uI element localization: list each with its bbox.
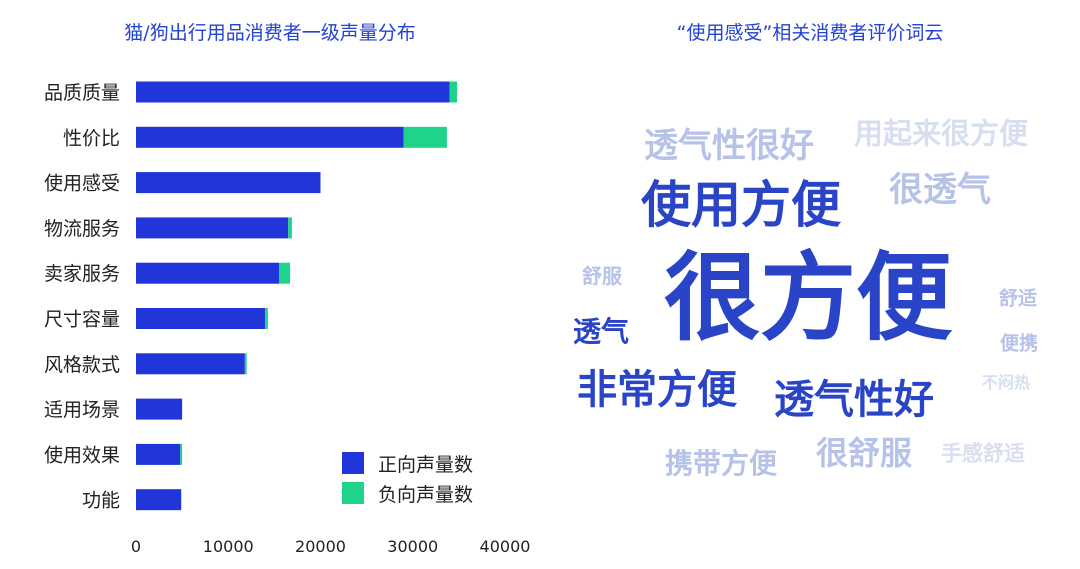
bar-negative	[244, 353, 247, 375]
category-label: 尺寸容量	[44, 309, 120, 331]
category-label: 品质质量	[44, 82, 120, 104]
bar-negative	[449, 81, 458, 103]
legend-swatch-negative	[342, 482, 364, 504]
bar-positive	[136, 353, 245, 375]
bar-positive	[136, 126, 404, 148]
bar-negative	[265, 308, 268, 329]
bar-positive	[136, 262, 279, 284]
legend-swatch-positive	[342, 452, 364, 474]
x-tick-label: 20000	[295, 537, 346, 556]
legend-item-positive: 正向声量数	[342, 448, 473, 478]
word-cloud-term: 很舒服	[815, 434, 913, 472]
bar-positive	[136, 308, 266, 329]
bar-positive	[136, 172, 321, 194]
word-cloud-term: 舒适	[998, 287, 1038, 310]
legend-label-positive: 正向声量数	[378, 453, 474, 476]
category-label: 卖家服务	[44, 263, 120, 285]
word-cloud-term: 使用方便	[641, 176, 841, 234]
category-label: 使用感受	[44, 173, 120, 195]
wordcloud-title: “使用感受”相关消费者评价词云	[676, 22, 944, 44]
bar-negative	[403, 126, 447, 148]
word-cloud-term: 非常方便	[577, 367, 737, 413]
word-cloud-term: 不闷热	[981, 373, 1031, 392]
chart-legend: 正向声量数 负向声量数	[342, 448, 473, 508]
word-cloud-term: 舒服	[582, 264, 622, 288]
x-tick-label: 30000	[387, 537, 438, 556]
category-label: 功能	[82, 490, 120, 512]
word-cloud-term: 便携	[999, 332, 1039, 355]
bar-negative	[278, 262, 291, 284]
word-cloud-term: 透气性很好	[644, 126, 814, 166]
legend-item-negative: 负向声量数	[342, 478, 473, 508]
x-tick-label: 40000	[480, 537, 531, 556]
category-label: 适用场景	[44, 399, 120, 421]
word-cloud-term: 透气	[572, 315, 630, 348]
word-cloud-term: 很透气	[889, 170, 991, 210]
word-cloud-term: 透气性好	[774, 377, 934, 423]
bar-negative	[288, 217, 292, 239]
x-tick-label: 0	[131, 537, 141, 556]
word-cloud-term: 携带方便	[664, 447, 778, 480]
word-cloud-term: 用起来很方便	[853, 116, 1029, 151]
x-tick-label: 10000	[203, 537, 254, 556]
bar-positive	[136, 217, 289, 239]
bar-positive	[136, 489, 182, 511]
legend-label-negative: 负向声量数	[378, 483, 474, 506]
category-label: 性价比	[63, 127, 120, 149]
bar-positive	[136, 398, 183, 420]
bar-chart-title: 猫/狗出行用品消费者一级声量分布	[124, 22, 416, 44]
category-label: 风格款式	[44, 354, 120, 376]
category-label: 物流服务	[44, 218, 120, 240]
bar-negative	[180, 443, 183, 465]
word-cloud-term: 手感舒适	[941, 441, 1025, 466]
word-cloud-term: 很方便	[664, 242, 952, 354]
word-cloud: 很方便 使用方便非常方便 透气性好 透气性很好很透气很舒服 携带方便 用起来很方便透气 舒服…	[540, 60, 1080, 520]
bar-positive	[136, 443, 181, 465]
category-label: 使用效果	[44, 444, 120, 466]
bar-positive	[136, 81, 450, 103]
